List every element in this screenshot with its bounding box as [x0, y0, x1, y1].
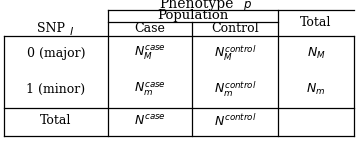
- Text: $N_M$: $N_M$: [307, 45, 325, 60]
- Text: $N_M^{control}$: $N_M^{control}$: [214, 43, 256, 63]
- Text: $N_m^{control}$: $N_m^{control}$: [214, 79, 256, 99]
- Text: Total: Total: [300, 16, 332, 30]
- Text: $p$: $p$: [243, 0, 252, 13]
- Text: $N^{control}$: $N^{control}$: [214, 113, 256, 129]
- Text: SNP: SNP: [37, 22, 65, 36]
- Text: $N_m^{case}$: $N_m^{case}$: [134, 80, 166, 98]
- Text: Phenotype: Phenotype: [159, 0, 233, 11]
- Text: Total: Total: [40, 114, 72, 128]
- Text: $N_M^{case}$: $N_M^{case}$: [134, 44, 166, 62]
- Text: Population: Population: [158, 10, 229, 22]
- Text: Control: Control: [211, 22, 259, 36]
- Text: $l$: $l$: [69, 25, 74, 37]
- Text: 1 (minor): 1 (minor): [26, 83, 86, 96]
- Text: $N_m$: $N_m$: [306, 82, 326, 97]
- Text: Case: Case: [135, 22, 165, 36]
- Text: $N^{case}$: $N^{case}$: [134, 114, 166, 128]
- Text: 0 (major): 0 (major): [27, 46, 85, 59]
